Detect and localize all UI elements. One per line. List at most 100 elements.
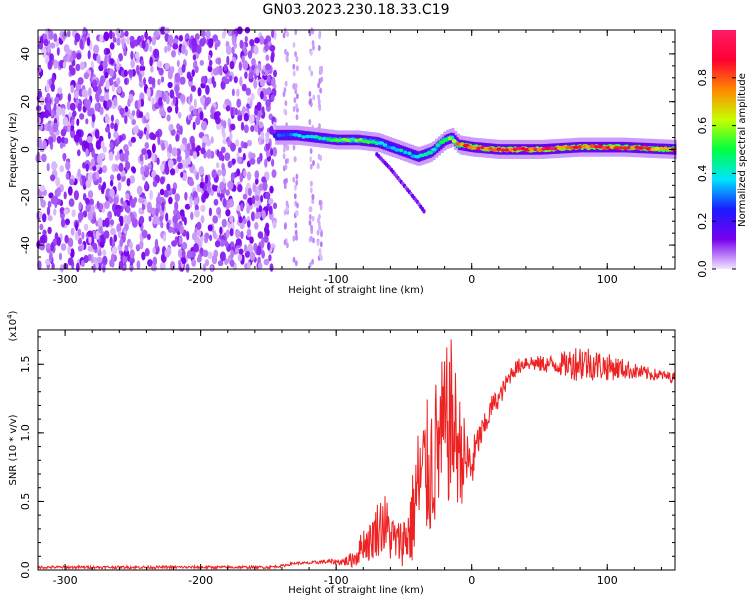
noise-speck — [87, 230, 94, 237]
noise-speck — [231, 88, 235, 97]
noise-speck — [272, 220, 277, 229]
noise-speck — [141, 251, 146, 261]
noise-speck — [53, 208, 57, 216]
noise-speck — [62, 153, 66, 162]
noise-speck — [108, 30, 113, 40]
noise-speck — [104, 71, 109, 79]
noise-speck — [234, 107, 238, 116]
noise-speck — [97, 83, 101, 93]
ridge-peak — [354, 138, 359, 143]
noise-speck — [250, 125, 255, 132]
noise-speck — [95, 91, 100, 102]
ridge-peak — [317, 136, 322, 140]
noise-speck — [138, 80, 144, 88]
noise-speck — [56, 236, 61, 247]
spectrogram-y-tick-label: 20 — [19, 95, 32, 109]
noise-speck — [108, 196, 114, 204]
sparse-speck — [319, 87, 322, 94]
noise-speck — [87, 172, 94, 182]
noise-speck — [176, 123, 181, 131]
noise-speck — [216, 186, 220, 194]
ridge-peak — [447, 136, 453, 141]
sparse-speck — [292, 176, 296, 183]
noise-speck — [231, 158, 236, 165]
noise-speck — [204, 174, 209, 184]
sparse-speck — [293, 193, 297, 200]
noise-speck — [110, 114, 114, 122]
noise-speck — [41, 153, 47, 163]
ridge-peak — [500, 148, 506, 152]
noise-speck — [87, 190, 94, 199]
noise-speck — [208, 38, 214, 48]
noise-speck — [259, 78, 265, 87]
colorbar-tick-label: 0.0 — [696, 260, 709, 278]
colorbar: 0.0 0.2 0.4 0.6 0.8 Normalized spectral ampl… — [696, 30, 748, 278]
noise-speck — [199, 59, 204, 66]
noise-speck — [67, 246, 72, 255]
noise-speck — [188, 180, 195, 187]
noise-speck — [45, 101, 51, 111]
noise-speck — [238, 216, 243, 224]
noise-speck — [118, 162, 124, 172]
noise-speck — [38, 139, 43, 149]
noise-speck — [85, 148, 89, 158]
noise-speck — [265, 87, 272, 96]
noise-speck — [211, 254, 218, 265]
noise-speck — [231, 221, 235, 230]
noise-speck — [200, 204, 206, 213]
noise-speck — [104, 200, 110, 210]
noise-speck — [256, 245, 262, 256]
noise-speck — [124, 149, 130, 157]
noise-speck — [247, 243, 254, 254]
noise-speck — [235, 247, 240, 254]
noise-speck — [102, 249, 107, 257]
sparse-speck — [310, 224, 313, 231]
noise-speck — [99, 34, 104, 43]
noise-speck — [156, 60, 163, 68]
noise-speck — [98, 176, 102, 184]
noise-speck — [249, 251, 256, 261]
snr-axes: -300 -200 -100 0 100 0.0 0.5 1.0 1.5 — [19, 330, 675, 587]
noise-speck — [49, 53, 54, 61]
noise-speck — [50, 109, 54, 118]
noise-speck — [122, 201, 128, 210]
noise-speck — [126, 215, 131, 225]
spectrogram-x-tick-label: 0 — [468, 273, 475, 286]
noise-speck — [102, 263, 106, 273]
noise-speck — [253, 45, 259, 55]
sparse-speck — [320, 231, 323, 238]
noise-speck — [218, 151, 223, 161]
noise-speck — [271, 29, 275, 38]
noise-speck — [45, 243, 51, 249]
noise-speck — [180, 94, 186, 103]
noise-speck — [240, 121, 245, 131]
noise-speck — [254, 178, 259, 185]
noise-speck — [211, 169, 217, 179]
noise-speck — [95, 230, 100, 240]
noise-speck — [135, 244, 141, 252]
noise-speck — [52, 122, 59, 133]
sparse-speck — [292, 106, 296, 112]
noise-speck — [229, 215, 234, 223]
ridge-peak — [504, 148, 510, 152]
noise-speck — [88, 142, 94, 153]
noise-speck — [220, 119, 224, 127]
noise-speck — [44, 56, 50, 65]
noise-speck — [151, 170, 156, 178]
noise-speck — [158, 96, 163, 107]
noise-speck — [196, 145, 201, 152]
noise-speck — [130, 136, 136, 143]
noise-speck — [257, 231, 264, 239]
sparse-speck — [293, 156, 297, 163]
sparse-speck — [308, 119, 312, 125]
noise-speck — [96, 164, 100, 171]
noise-speck — [103, 92, 110, 102]
noise-speck — [246, 171, 252, 181]
ridge-peak — [304, 134, 311, 139]
noise-speck — [226, 55, 230, 66]
ridge-peak — [284, 133, 291, 137]
noise-speck — [249, 158, 256, 165]
sparse-speck — [284, 222, 287, 229]
noise-speck — [118, 260, 124, 269]
noise-speck — [191, 141, 196, 151]
